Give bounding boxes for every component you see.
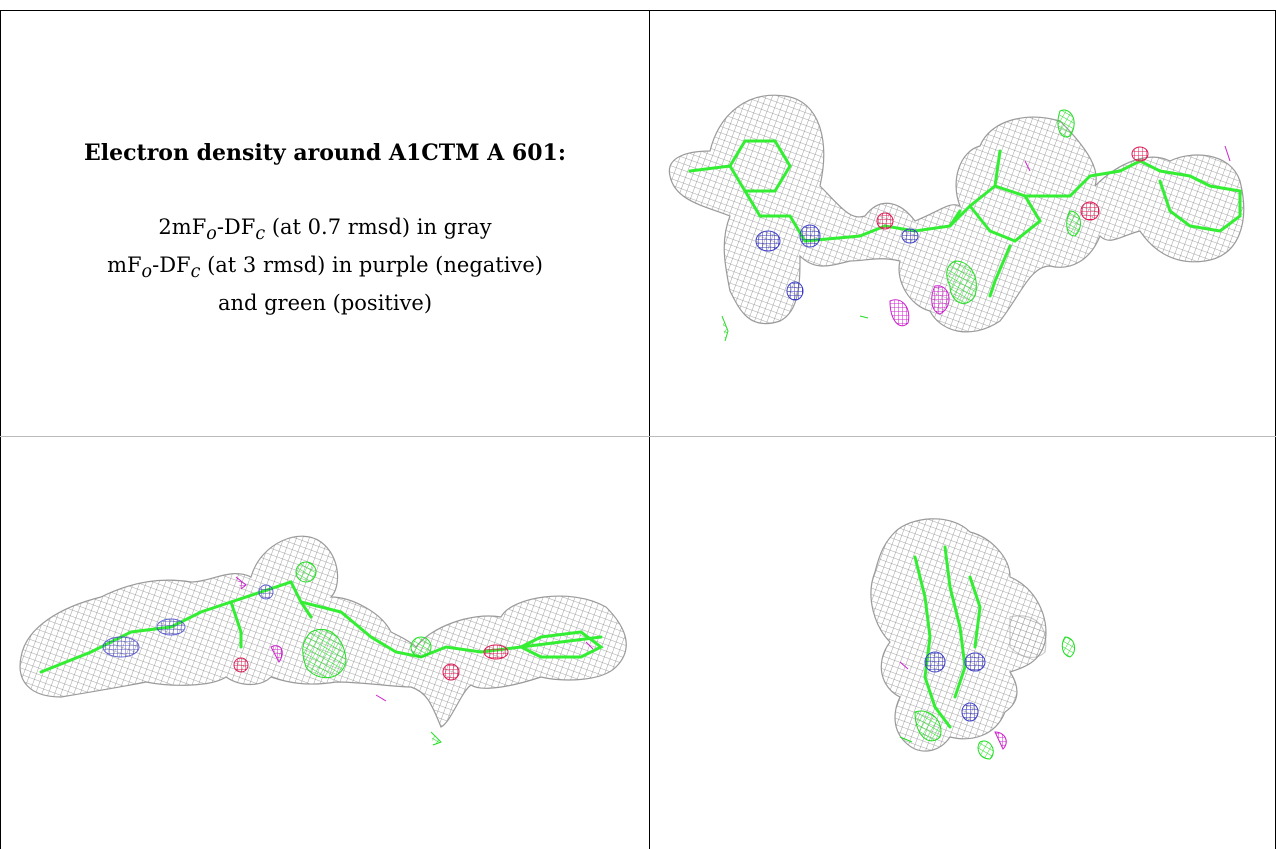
density-view-bottom-left [1,437,649,849]
legend-line-2fo-fc: 2mFo-DFc (at 0.7 rmsd) in gray [158,215,492,245]
legend-line-positive: and green (positive) [217,291,433,316]
row-divider [0,436,1276,437]
page-title: Electron density around A1CTM A 601: [84,140,566,166]
density-mesh-image [870,518,1076,760]
density-view-top-right [650,11,1275,435]
density-view-bottom-right [650,437,1275,849]
legend-line-fo-fc: mFo-DFc (at 3 rmsd) in purple (negative) [107,253,543,283]
description-cell: Electron density around A1CTM A 601: 2mF… [0,10,650,436]
map-legend: 2mFo-DFc (at 0.7 rmsd) in gray mFo-DFc (… [0,212,650,319]
density-mesh-image [19,535,627,746]
center-divider [649,10,650,849]
density-mesh-image [668,94,1245,342]
left-border [0,10,1,849]
top-border [0,10,1276,11]
